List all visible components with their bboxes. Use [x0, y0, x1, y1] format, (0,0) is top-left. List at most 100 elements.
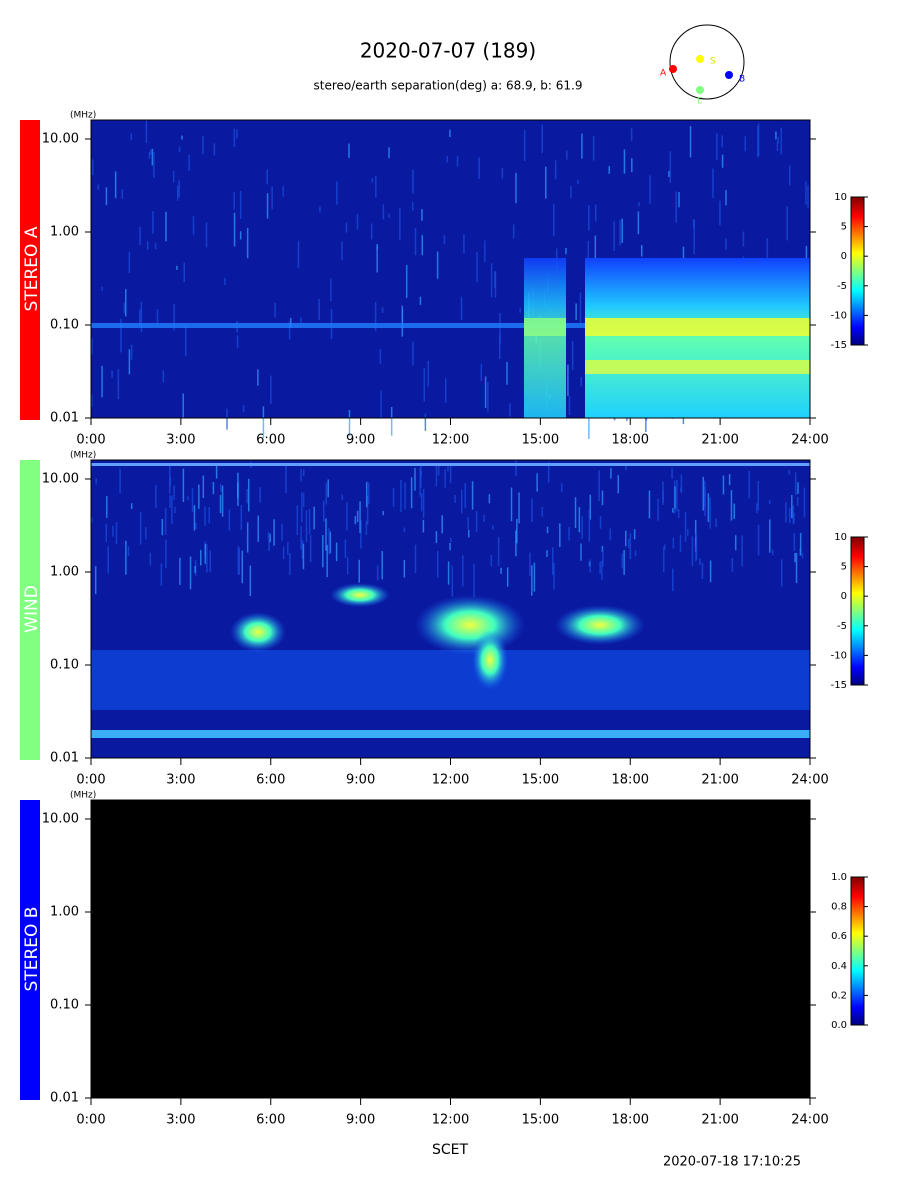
x-tick-label: 12:00: [432, 773, 469, 788]
spectrogram-streak: [712, 168, 714, 198]
spectrogram-streak: [204, 506, 206, 526]
spectrogram-streak: [456, 156, 459, 167]
colorbar: [850, 536, 865, 686]
colorbar-tick-label: -5: [837, 621, 847, 632]
spectrogram-streak: [220, 484, 222, 492]
spectrogram-streak: [785, 502, 787, 523]
spectrogram-streak: [748, 470, 751, 499]
spectrogram-streak: [302, 543, 305, 570]
spectrogram: [91, 800, 810, 1098]
spectrogram-streak: [412, 169, 414, 194]
spectrogram-streak: [328, 528, 330, 555]
spectrogram-streak: [702, 476, 705, 511]
x-tick-label: 18:00: [612, 433, 649, 448]
spectrogram-streak: [630, 127, 633, 141]
spectrogram-streak: [414, 544, 417, 574]
spectrogram-streak: [492, 525, 494, 530]
spectrogram-burst: [330, 583, 390, 607]
x-tick-label: 3:00: [166, 433, 195, 448]
spectrogram-streak: [212, 481, 215, 495]
spectrogram-streak: [709, 560, 712, 583]
spectrogram-streak: [330, 278, 332, 301]
spectrogram-streak: [335, 542, 338, 562]
spectrogram-streak: [567, 364, 569, 396]
spectrogram-streak: [679, 534, 682, 553]
spectrogram-streak: [619, 219, 621, 246]
spectrogram-streak: [97, 184, 99, 190]
spectrogram-streak: [309, 535, 312, 563]
spectrogram-streak: [676, 480, 678, 512]
spectrogram-streak: [239, 190, 242, 219]
spectrogram-streak: [553, 562, 555, 590]
spectrogram-streak: [693, 220, 695, 255]
spectrogram-streak: [420, 493, 423, 512]
x-tick-label: 15:00: [522, 1113, 559, 1128]
spectrogram-streak: [516, 518, 518, 544]
spectrogram-streak: [594, 204, 597, 222]
spectrogram-streak: [204, 543, 207, 564]
spectrogram-streak: [424, 413, 427, 431]
panel-label-bar: [20, 460, 40, 760]
stereo-a-dot: [669, 65, 677, 73]
spectrogram-streak: [318, 298, 320, 321]
spectrogram-streak: [701, 562, 704, 579]
spectrogram-streak: [637, 211, 640, 235]
spectrogram-streak: [581, 516, 583, 539]
spectrogram-streak: [228, 509, 231, 531]
spectrogram-streak: [422, 519, 425, 533]
spectrogram-burst: [415, 595, 525, 655]
spectrogram-streak: [601, 546, 604, 552]
spectrogram-band: [524, 318, 566, 336]
spectrogram-streak: [176, 265, 178, 270]
spectrogram-streak: [634, 550, 637, 557]
spectrogram-streak: [447, 561, 450, 585]
spectrogram-streak: [302, 492, 305, 507]
spectrogram-streak: [515, 460, 517, 477]
spectrogram-streak: [799, 533, 802, 556]
orbit-diagram: A S B E: [660, 24, 745, 107]
spectrogram-streak: [164, 507, 167, 535]
spectrogram-streak: [191, 488, 194, 512]
spectrogram-streak: [356, 213, 359, 230]
spectrogram-streak: [789, 507, 791, 524]
y-tick-label: 10.00: [42, 471, 79, 486]
x-tick-label: 9:00: [346, 773, 375, 788]
spectrogram-streak: [165, 539, 167, 569]
spectrogram-streak: [365, 520, 368, 535]
spectrogram-streak: [237, 482, 239, 499]
spectrogram-streak: [399, 207, 401, 240]
spectrogram-streak: [420, 471, 422, 477]
spectrogram-streak: [127, 546, 130, 557]
spectrogram-streak: [336, 181, 338, 205]
spectrogram-streak: [691, 536, 694, 567]
panel-label: WIND: [22, 585, 42, 633]
spectrogram-streak: [305, 510, 308, 543]
spectrogram-streak: [719, 200, 721, 226]
y-tick-label: 1.00: [50, 224, 79, 239]
spectrogram-streak: [742, 231, 745, 247]
spectrogram-streak: [625, 530, 627, 547]
spectrogram-streak: [554, 160, 557, 180]
spectrogram-streak: [601, 560, 603, 580]
spectrogram-streak: [257, 369, 259, 386]
colorbar-tick-label: -15: [831, 340, 847, 351]
spectrogram-streak: [128, 251, 131, 274]
spectrogram-streak: [380, 390, 382, 419]
spectrogram-streak: [680, 487, 682, 492]
spectrogram-streak: [766, 238, 769, 264]
spectrogram-streak: [128, 349, 131, 375]
spectrogram-streak: [274, 302, 276, 318]
spectrogram-streak: [193, 505, 196, 531]
orbit-label: A: [660, 69, 667, 79]
spectrogram-streak: [165, 211, 167, 242]
spectrogram-streak: [233, 192, 235, 210]
spectrogram-streak: [515, 172, 517, 204]
spectrogram-streak: [662, 490, 664, 505]
spectrogram-streak: [238, 547, 240, 575]
spectrogram-streak: [449, 542, 451, 551]
spectrogram-streak: [640, 245, 643, 257]
spectrogram-streak: [209, 550, 211, 573]
y-tick-label: 1.00: [50, 904, 79, 919]
spectrogram-streak: [610, 468, 612, 479]
spectrogram-streak: [370, 223, 373, 240]
